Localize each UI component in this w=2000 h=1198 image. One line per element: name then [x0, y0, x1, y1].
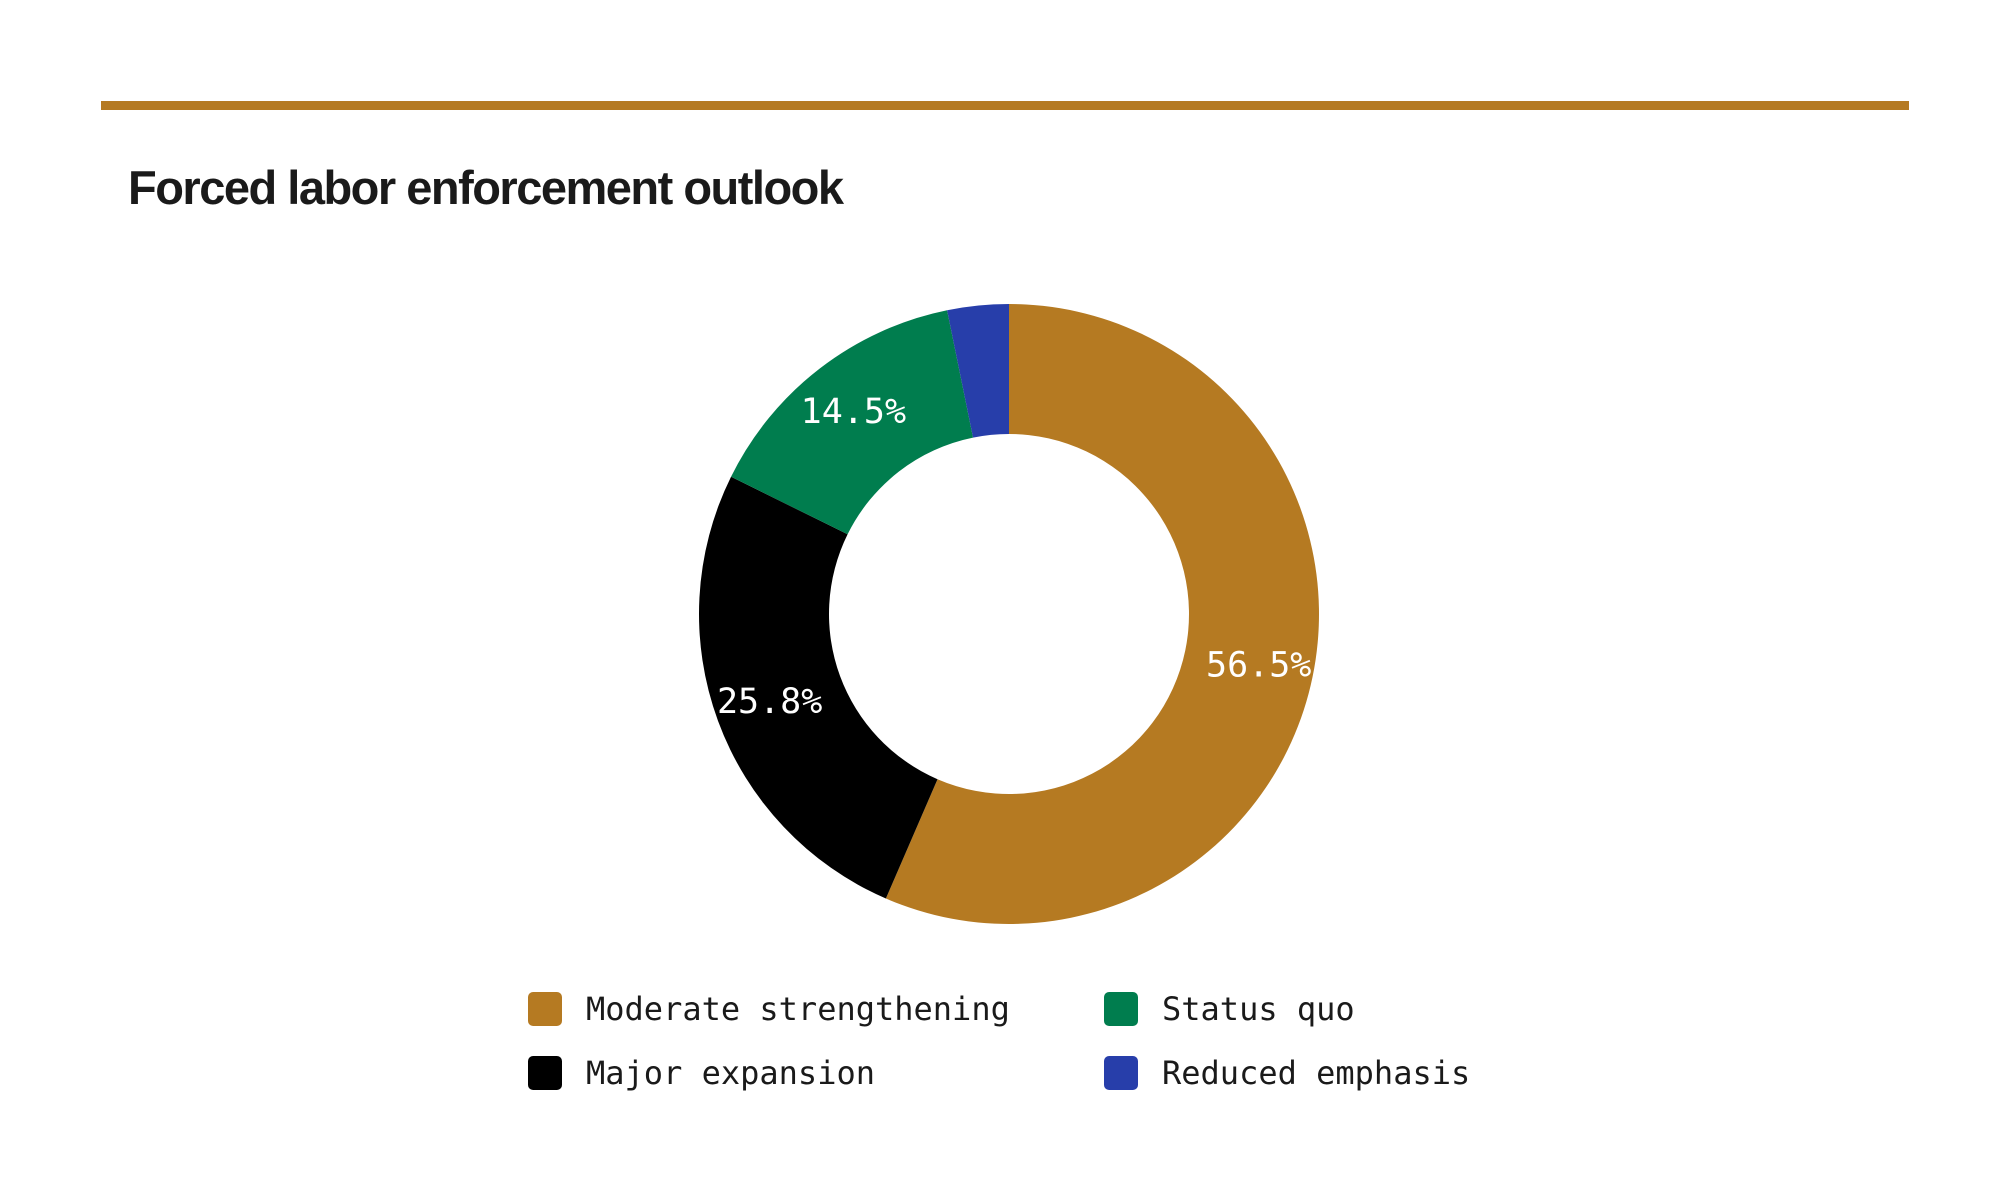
legend-label: Status quo	[1162, 990, 1355, 1028]
legend-item-major-expansion: Major expansion	[528, 1054, 1104, 1092]
legend-swatch	[528, 1056, 562, 1090]
top-accent-rule	[101, 101, 1909, 110]
slice-moderate-strengthening	[885, 304, 1320, 924]
legend-label: Major expansion	[586, 1054, 875, 1092]
legend-swatch	[528, 992, 562, 1026]
legend-item-status-quo: Status quo	[1104, 990, 1504, 1028]
chart-title: Forced labor enforcement outlook	[128, 161, 844, 214]
chart-legend: Moderate strengthening Status quo Major ex…	[528, 990, 1504, 1092]
slice-major-expansion	[699, 476, 938, 899]
slice-label-major-expansion: 25.8%	[717, 682, 822, 722]
slice-reduced-emphasis	[947, 304, 1009, 438]
donut-chart: 56.5% 25.8% 14.5%	[699, 304, 1320, 924]
legend-label: Reduced emphasis	[1162, 1054, 1471, 1092]
slice-status-quo	[731, 310, 974, 535]
slice-label-status-quo: 14.5%	[801, 392, 906, 432]
slice-label-moderate-strengthening: 56.5%	[1206, 646, 1311, 686]
legend-swatch	[1104, 1056, 1138, 1090]
legend-item-reduced-emphasis: Reduced emphasis	[1104, 1054, 1504, 1092]
legend-label: Moderate strengthening	[586, 990, 1010, 1028]
legend-item-moderate-strengthening: Moderate strengthening	[528, 990, 1104, 1028]
legend-swatch	[1104, 992, 1138, 1026]
